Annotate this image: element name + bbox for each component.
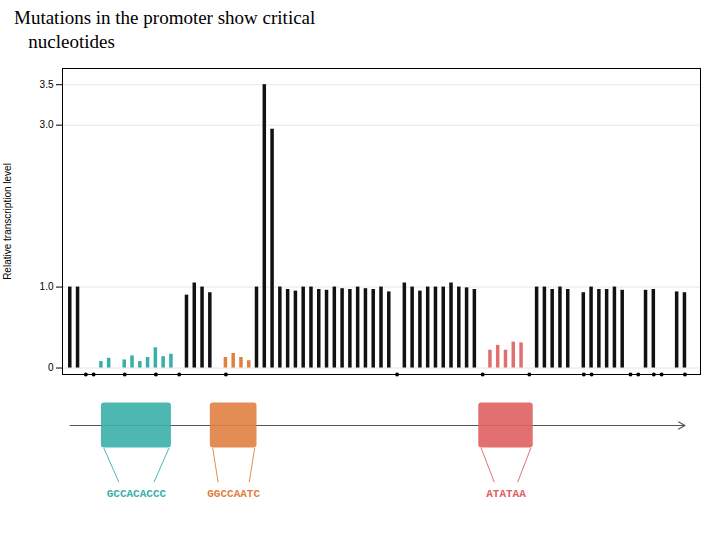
svg-text:0: 0 [48, 362, 54, 373]
html-text:Mutations in the promoter show: Mutations in the promoter show critical … [14, 7, 316, 52]
svg-text:Relative transcription level: Relative transcription level [2, 163, 13, 280]
svg-text:3.5: 3.5 [40, 78, 54, 89]
svg-text:1.0: 1.0 [40, 281, 54, 292]
svg-text:3.0: 3.0 [40, 119, 54, 130]
svg-text:ATATAA: ATATAA [486, 487, 526, 499]
svg-text:GGCCAATC: GGCCAATC [207, 487, 260, 499]
svg-text:GCCACACCC: GCCACACCC [107, 487, 167, 499]
